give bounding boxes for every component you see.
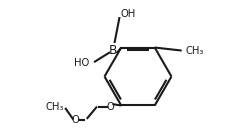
Text: CH₃: CH₃ bbox=[185, 46, 204, 56]
Text: O: O bbox=[72, 115, 80, 125]
Text: CH₃: CH₃ bbox=[46, 102, 64, 112]
Text: O: O bbox=[106, 102, 114, 112]
Text: OH: OH bbox=[120, 9, 136, 19]
Text: B: B bbox=[109, 44, 118, 57]
Text: HO: HO bbox=[74, 58, 89, 68]
